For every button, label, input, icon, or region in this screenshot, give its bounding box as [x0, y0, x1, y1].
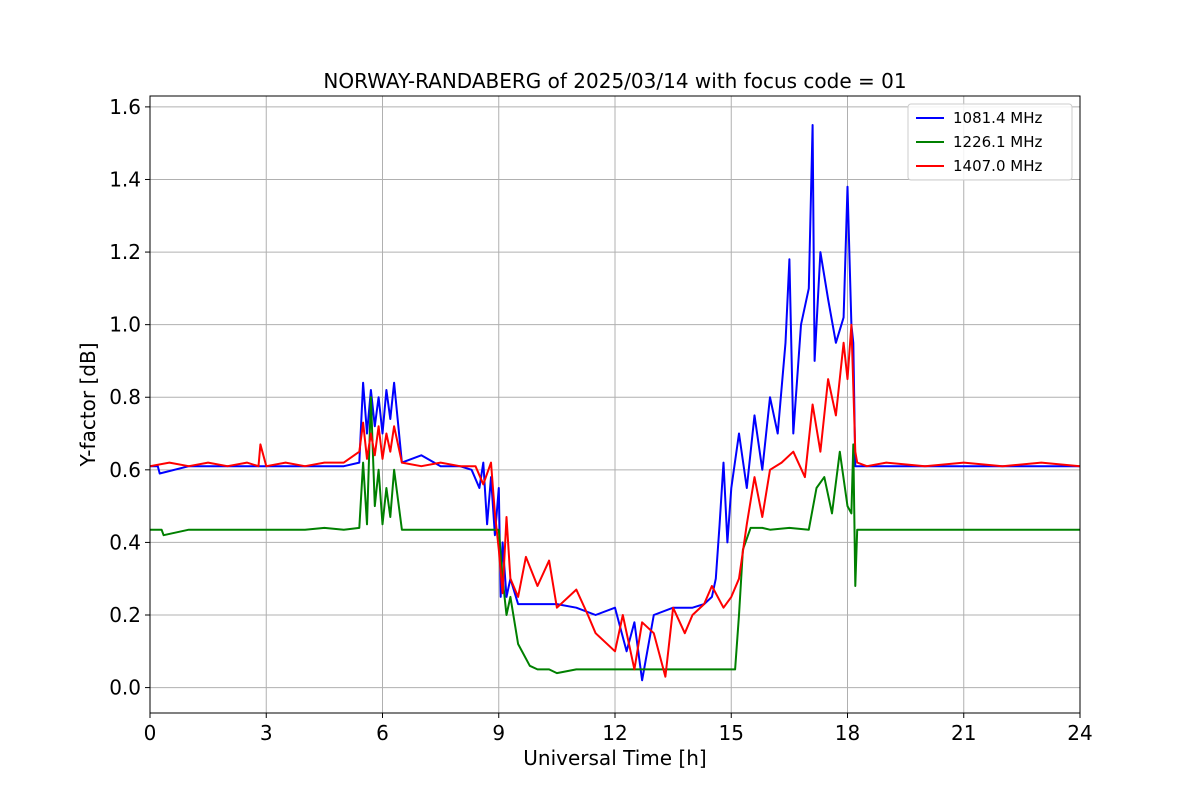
legend-label: 1407.0 MHz — [953, 157, 1042, 175]
x-tick-label: 6 — [376, 721, 389, 745]
legend: 1081.4 MHz 1226.1 MHz 1407.0 MHz — [907, 103, 1073, 181]
y-axis: 0.0 0.2 0.4 0.6 0.8 1.0 1.2 1.4 1.6 — [109, 95, 150, 700]
series-line-2 — [150, 396, 1080, 675]
x-tick-label: 18 — [835, 721, 860, 745]
x-axis-title: Universal Time [h] — [523, 746, 706, 770]
y-tick-label: 0.2 — [109, 603, 141, 627]
x-tick-label: 21 — [951, 721, 976, 745]
y-tick-label: 0.0 — [109, 676, 141, 700]
x-tick-label: 15 — [719, 721, 744, 745]
y-tick-label: 1.6 — [109, 95, 141, 119]
series-layer — [149, 124, 1081, 682]
y-tick-label: 1.2 — [109, 240, 141, 264]
y-tick-label: 1.0 — [109, 313, 141, 337]
series-line-1 — [150, 124, 1080, 682]
x-tick-label: 0 — [144, 721, 157, 745]
x-tick-label: 9 — [492, 721, 505, 745]
chart-title: NORWAY-RANDABERG of 2025/03/14 with focu… — [323, 69, 906, 93]
x-axis: 0 3 6 9 12 15 18 21 24 — [144, 713, 1093, 745]
x-tick-label: 24 — [1067, 721, 1092, 745]
y-axis-title: Y-factor [dB] — [76, 342, 100, 467]
y-tick-label: 1.4 — [109, 167, 141, 191]
legend-box — [907, 103, 1073, 181]
legend-label: 1226.1 MHz — [953, 133, 1042, 151]
x-tick-label: 12 — [602, 721, 627, 745]
x-tick-label: 3 — [260, 721, 273, 745]
y-tick-label: 0.6 — [109, 458, 141, 482]
y-tick-label: 0.8 — [109, 385, 141, 409]
series-line-3 — [149, 323, 1081, 678]
legend-label: 1081.4 MHz — [953, 109, 1042, 127]
y-tick-label: 0.4 — [109, 530, 141, 554]
